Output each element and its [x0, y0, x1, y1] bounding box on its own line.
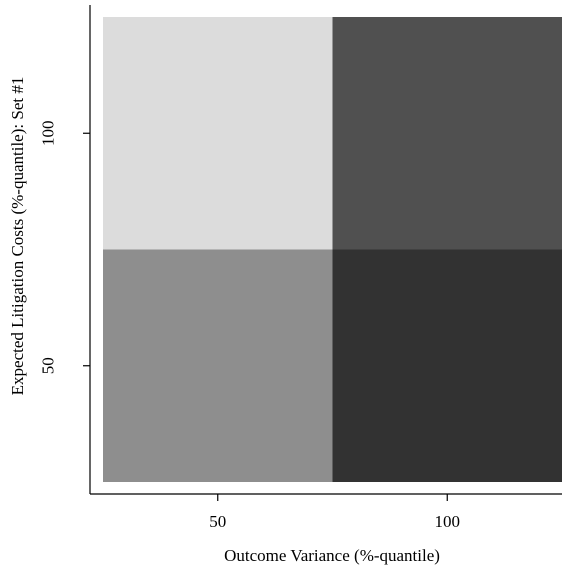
heatmap-cells	[103, 17, 562, 482]
x-tick-label-50: 50	[209, 512, 226, 531]
heatmap-cell-x50-y100	[103, 17, 333, 250]
heatmap-cell-x100-y100	[332, 17, 562, 250]
heatmap-cell-x100-y50	[332, 249, 562, 482]
y-tick-label-50: 50	[39, 357, 58, 374]
heatmap-cell-x50-y50	[103, 249, 333, 482]
x-axis-ticks: 50 100	[209, 494, 460, 531]
x-axis-label: Outcome Variance (%-quantile)	[224, 546, 440, 565]
y-axis-ticks: 50 100	[39, 121, 90, 374]
y-axis-label: Expected Litigation Costs (%-quantile): …	[8, 77, 27, 396]
y-tick-label-100: 100	[39, 121, 58, 147]
x-tick-label-100: 100	[435, 512, 461, 531]
